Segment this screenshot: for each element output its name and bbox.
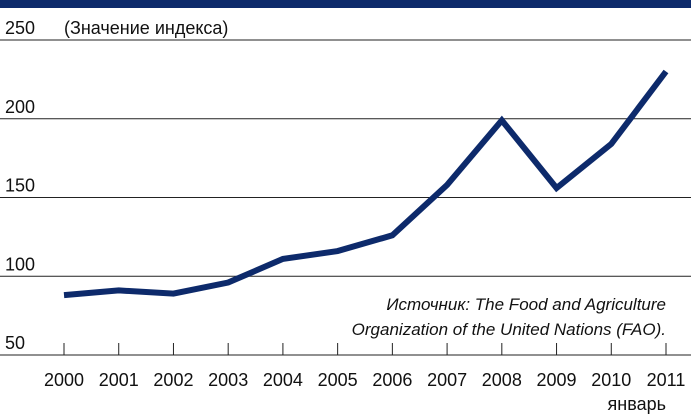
x-tick-label: 2010 xyxy=(591,370,631,390)
x-tick-label: 2008 xyxy=(482,370,522,390)
x-tick-label: 2002 xyxy=(153,370,193,390)
x-tick-label: 2000 xyxy=(44,370,84,390)
y-tick-label: 100 xyxy=(5,254,35,274)
x-tick-label: 2001 xyxy=(99,370,139,390)
source: Источник: The Food and Agriculture xyxy=(386,295,666,314)
y-tick-label: 200 xyxy=(5,97,35,117)
source: Organization of the United Nations (FAO)… xyxy=(352,320,666,339)
line xyxy=(63,69,669,299)
header-band xyxy=(0,0,691,8)
x-tick-label: 2005 xyxy=(318,370,358,390)
x-tick-label: 2004 xyxy=(263,370,303,390)
y-tick-label: 150 xyxy=(5,176,35,196)
x-tick-label: 2011 xyxy=(647,370,686,390)
y-tick-label: 50 xyxy=(5,333,25,353)
y-axis-label: (Значение индекса) xyxy=(64,18,228,38)
x-tick-label: 2006 xyxy=(372,370,412,390)
x-tick-label: 2009 xyxy=(537,370,577,390)
x-note: январь xyxy=(608,394,666,414)
x-tick-label: 2003 xyxy=(208,370,248,390)
x-tick-label: 2007 xyxy=(427,370,467,390)
y-tick-label: 250 xyxy=(5,18,35,38)
